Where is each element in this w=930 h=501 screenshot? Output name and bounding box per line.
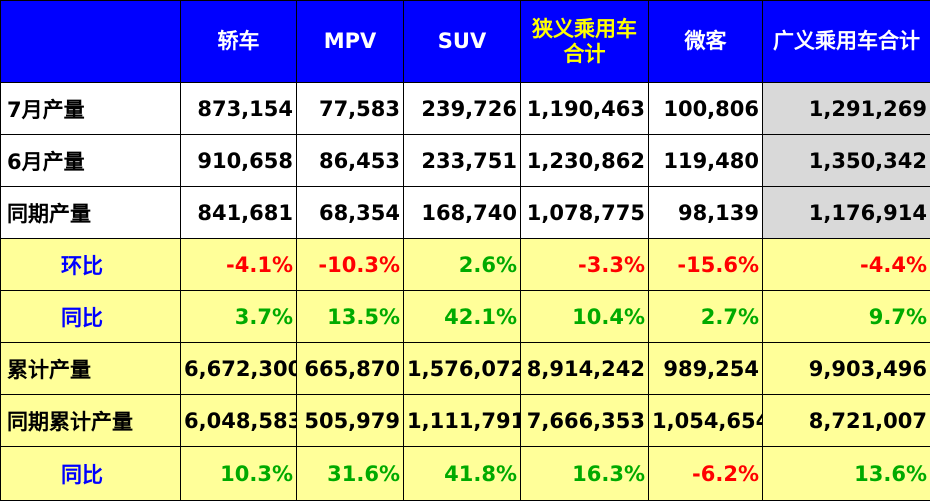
header-narrow-total-text: 狭义乘用车 合计 xyxy=(532,17,637,66)
cell: 1,054,654 xyxy=(649,395,763,447)
row-label: 7月产量 xyxy=(1,83,181,135)
header-row: 轿车 MPV SUV 狭义乘用车 合计 微客 广义乘用车合计 xyxy=(1,1,930,83)
table-row-ytd-yoy: 同比 10.3% 31.6% 41.8% 16.3% -6.2% 13.6% xyxy=(1,447,930,501)
cell: 2.6% xyxy=(404,239,521,291)
header-narrow-total: 狭义乘用车 合计 xyxy=(521,1,649,83)
cell-total: 1,350,342 xyxy=(763,135,930,187)
cell: 1,576,072 xyxy=(404,343,521,395)
cell: 873,154 xyxy=(181,83,297,135)
row-label: 6月产量 xyxy=(1,135,181,187)
cell: 31.6% xyxy=(297,447,404,501)
cell: 9.7% xyxy=(763,291,930,343)
cell-total: 1,176,914 xyxy=(763,187,930,239)
cell: 665,870 xyxy=(297,343,404,395)
cell: 68,354 xyxy=(297,187,404,239)
cell: 1,078,775 xyxy=(521,187,649,239)
header-suv: SUV xyxy=(404,1,521,83)
header-broad-total: 广义乘用车合计 xyxy=(763,1,930,83)
table-row: 7月产量 873,154 77,583 239,726 1,190,463 10… xyxy=(1,83,930,135)
cell: -3.3% xyxy=(521,239,649,291)
cell: 13.6% xyxy=(763,447,930,501)
cell: -4.1% xyxy=(181,239,297,291)
table-row: 6月产量 910,658 86,453 233,751 1,230,862 11… xyxy=(1,135,930,187)
cell: 16.3% xyxy=(521,447,649,501)
cell: 505,979 xyxy=(297,395,404,447)
cell: 13.5% xyxy=(297,291,404,343)
cell: 10.4% xyxy=(521,291,649,343)
cell: -10.3% xyxy=(297,239,404,291)
cell: 42.1% xyxy=(404,291,521,343)
cell: 8,914,242 xyxy=(521,343,649,395)
cell: 10.3% xyxy=(181,447,297,501)
cell: 1,111,791 xyxy=(404,395,521,447)
cell: 86,453 xyxy=(297,135,404,187)
cell: 1,190,463 xyxy=(521,83,649,135)
cell: 8,721,007 xyxy=(763,395,930,447)
cell: 7,666,353 xyxy=(521,395,649,447)
table-row-mom: 环比 -4.1% -10.3% 2.6% -3.3% -15.6% -4.4% xyxy=(1,239,930,291)
cell: 6,672,300 xyxy=(181,343,297,395)
row-label: 同比 xyxy=(1,291,181,343)
cell: 98,139 xyxy=(649,187,763,239)
cell: 233,751 xyxy=(404,135,521,187)
row-label: 同期产量 xyxy=(1,187,181,239)
cell: -6.2% xyxy=(649,447,763,501)
cell: 41.8% xyxy=(404,447,521,501)
cell: 910,658 xyxy=(181,135,297,187)
table-row: 同期产量 841,681 68,354 168,740 1,078,775 98… xyxy=(1,187,930,239)
cell: 100,806 xyxy=(649,83,763,135)
row-label: 累计产量 xyxy=(1,343,181,395)
cell: -4.4% xyxy=(763,239,930,291)
cell: 6,048,583 xyxy=(181,395,297,447)
header-sedan: 轿车 xyxy=(181,1,297,83)
header-mpv: MPV xyxy=(297,1,404,83)
table-row-ytd-prior: 同期累计产量 6,048,583 505,979 1,111,791 7,666… xyxy=(1,395,930,447)
cell: 3.7% xyxy=(181,291,297,343)
row-label: 同比 xyxy=(1,447,181,501)
row-label: 同期累计产量 xyxy=(1,395,181,447)
cell: 9,903,496 xyxy=(763,343,930,395)
cell: 168,740 xyxy=(404,187,521,239)
cell: 841,681 xyxy=(181,187,297,239)
header-minivan: 微客 xyxy=(649,1,763,83)
cell: 1,230,862 xyxy=(521,135,649,187)
row-label: 环比 xyxy=(1,239,181,291)
table-row-ytd: 累计产量 6,672,300 665,870 1,576,072 8,914,2… xyxy=(1,343,930,395)
cell: 239,726 xyxy=(404,83,521,135)
cell: 119,480 xyxy=(649,135,763,187)
cell: 2.7% xyxy=(649,291,763,343)
cell: 989,254 xyxy=(649,343,763,395)
cell: 77,583 xyxy=(297,83,404,135)
cell: -15.6% xyxy=(649,239,763,291)
header-corner xyxy=(1,1,181,83)
table-row-yoy: 同比 3.7% 13.5% 42.1% 10.4% 2.7% 9.7% xyxy=(1,291,930,343)
cell-total: 1,291,269 xyxy=(763,83,930,135)
